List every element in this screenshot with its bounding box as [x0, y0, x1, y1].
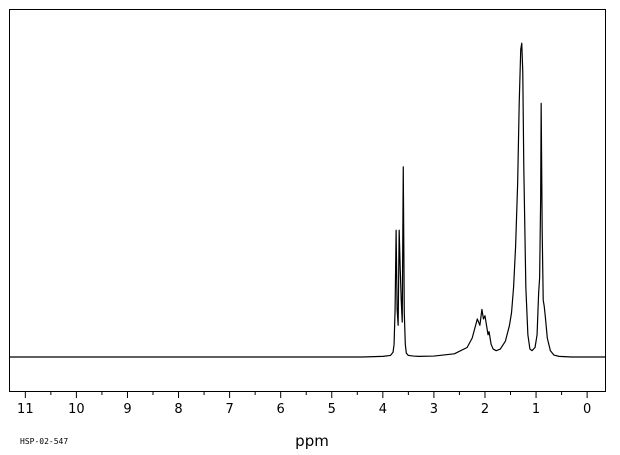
plot-frame: [9, 9, 606, 392]
tick-label: 10: [68, 402, 85, 417]
tick-label: 2: [481, 402, 489, 417]
tick-label: 5: [328, 402, 336, 417]
tick-label: 0: [583, 402, 591, 417]
tick-label: 1: [532, 402, 540, 417]
tick-label: 3: [430, 402, 438, 417]
x-axis-title: ppm: [295, 432, 329, 450]
tick-label: 6: [277, 402, 285, 417]
x-axis-ticks: [24, 391, 588, 398]
sample-id-label: HSP-02-547: [20, 437, 68, 446]
spectrum-trace: [10, 42, 605, 358]
tick-label: 9: [123, 402, 131, 417]
tick-label: 8: [174, 402, 182, 417]
tick-label: 11: [17, 402, 34, 417]
x-axis-tick-labels: 11 10 9 8 7 6 5 4 3 2 1 0: [17, 402, 591, 417]
tick-label: 7: [225, 402, 233, 417]
tick-label: 4: [379, 402, 387, 417]
